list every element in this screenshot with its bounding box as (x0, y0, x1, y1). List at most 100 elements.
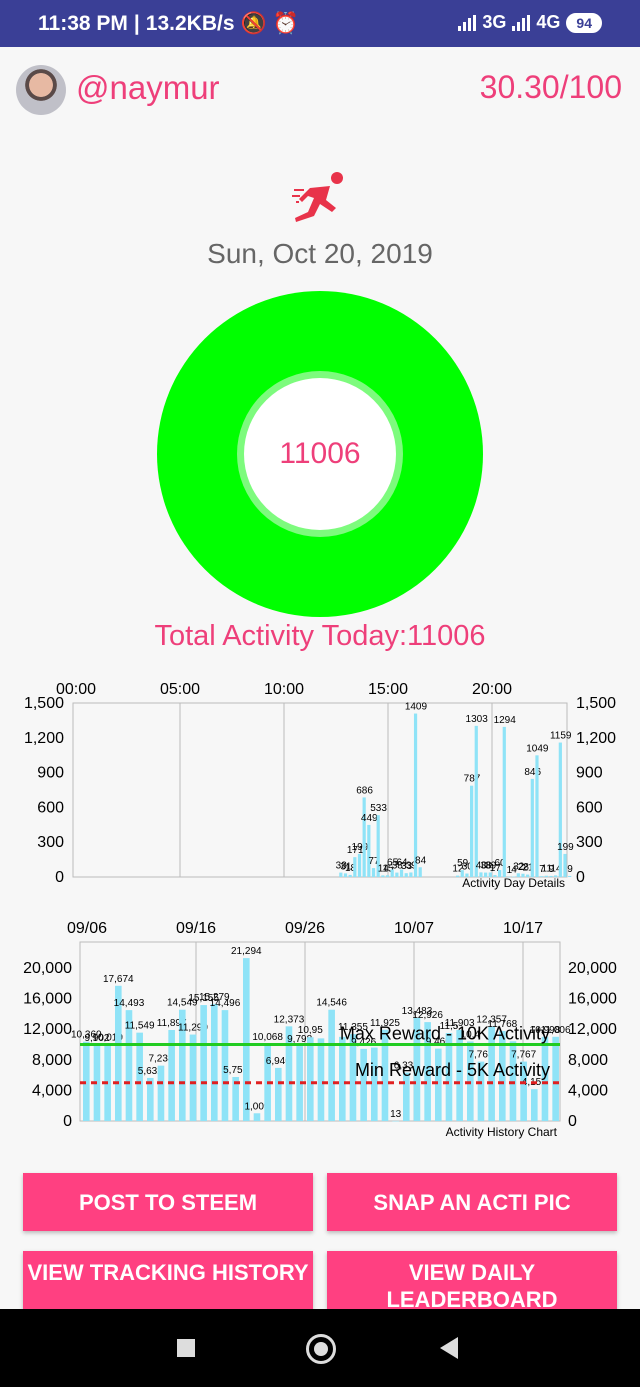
history-bar-label: 11,903 (445, 1018, 475, 1029)
post-to-steem-button[interactable]: POST TO STEEM (23, 1173, 313, 1231)
view-tracking-history-button[interactable]: VIEW TRACKING HISTORY (23, 1251, 313, 1311)
day-bar-label: 14 (551, 863, 563, 874)
history-bar (520, 1061, 527, 1121)
history-bar (424, 1022, 431, 1121)
view-daily-leaderboard-button[interactable]: VIEW DAILY LEADERBOARD (327, 1251, 617, 1311)
day-bar-label: 533 (370, 803, 387, 814)
history-bar (189, 1034, 197, 1121)
history-bar (307, 1037, 314, 1121)
day-bar-label: 9 (549, 864, 555, 875)
day-activity-chart: 00:00 05:00 10:00 15:00 20:00 1,500 1,500 1,200… (24, 681, 616, 890)
history-y-tick-left: 12,000 (23, 1021, 72, 1038)
history-bar (275, 1067, 282, 1121)
history-bar (285, 1026, 293, 1121)
history-bar-label: 10,998 (530, 1025, 561, 1036)
day-bar (549, 875, 553, 877)
day-bar-label: 1294 (494, 715, 517, 726)
history-bar-label: 14,493 (114, 998, 145, 1009)
day-bar (516, 873, 520, 877)
history-bar (221, 1010, 229, 1121)
day-bar-label: 39 (406, 860, 418, 871)
recents-icon[interactable] (177, 1339, 195, 1357)
day-bar (395, 872, 399, 877)
history-y-tick-left: 20,000 (23, 960, 72, 977)
history-bar (381, 1029, 389, 1121)
history-bar (232, 1077, 239, 1121)
history-bar-label: 10,068 (252, 1032, 283, 1043)
history-bar-label: 10,019 (92, 1032, 123, 1043)
history-bar (83, 1041, 90, 1121)
history-bar (179, 1009, 186, 1121)
day-bar-label: 32 (513, 861, 525, 872)
history-bar (509, 1041, 517, 1121)
history-bar-label: 14,496 (210, 998, 241, 1009)
total-activity-label: Total Activity Today:11006 (154, 620, 486, 652)
day-bar-label: 30 (462, 862, 474, 873)
day-bar-label: 38 (336, 861, 348, 872)
history-bar-label: 10,4 (461, 1029, 481, 1040)
history-bar-label: 10,360 (71, 1030, 102, 1041)
history-bar-label: 6,940 (266, 1056, 291, 1067)
day-bar (521, 873, 525, 877)
day-x-tick: 05:00 (160, 681, 200, 698)
home-icon[interactable] (306, 1334, 336, 1364)
history-bar (136, 1032, 143, 1121)
day-y-tick-left: 0 (55, 869, 64, 886)
history-bar (371, 1047, 378, 1121)
history-bar-label: 1,009 (244, 1101, 269, 1112)
avatar[interactable] (16, 65, 66, 115)
day-bar (413, 713, 418, 877)
history-bar (477, 1061, 485, 1121)
day-bar-label: 28 (518, 862, 530, 873)
history-bar-label: 13,483 (402, 1006, 433, 1017)
day-y-tick-right: 300 (576, 834, 603, 851)
history-bar-label: 11,549 (125, 1021, 155, 1032)
day-bar (488, 872, 492, 877)
day-bar-label: 7 (539, 864, 545, 875)
history-chart-caption: Activity History Chart (446, 1125, 558, 1139)
day-y-tick-right: 900 (576, 765, 603, 782)
history-bar-label: 13 (390, 1109, 402, 1120)
history-bar (541, 1036, 549, 1121)
day-bar-label: 17 (490, 863, 502, 874)
day-bar (502, 726, 506, 877)
day-bar (376, 815, 380, 877)
back-icon[interactable] (440, 1337, 458, 1359)
history-bar (253, 1113, 261, 1121)
day-bar-label: 77 (368, 856, 380, 867)
day-bar (469, 785, 474, 877)
history-x-tick: 09/06 (67, 920, 107, 937)
day-bar-label: 31 (340, 861, 352, 872)
history-bar (445, 1033, 453, 1121)
history-bar-label: 14,549 (167, 998, 198, 1009)
history-bar (125, 1010, 133, 1121)
day-bar-label: 15 (382, 863, 394, 874)
day-bar-label: 846 (524, 767, 541, 778)
day-bar (418, 867, 422, 877)
history-bar-label: 5,751 (223, 1065, 248, 1076)
day-bar (385, 875, 390, 877)
network-4g: 4G (536, 12, 561, 32)
history-y-tick-left: 4,000 (32, 1082, 72, 1099)
day-bar (540, 876, 544, 877)
day-bar-label: 1159 (550, 731, 572, 742)
username: @naymur (76, 69, 220, 106)
history-bar (328, 1009, 335, 1121)
snap-pic-button[interactable]: SNAP AN ACTI PIC (327, 1173, 617, 1231)
day-bar (371, 868, 376, 877)
day-bar-label: 59 (457, 858, 469, 869)
day-bar-label: 199 (352, 842, 369, 853)
day-bar-label: 1303 (466, 714, 489, 725)
history-x-tick: 10/17 (503, 920, 543, 937)
day-bar-label: 18 (345, 863, 357, 874)
history-y-tick-right: 20,000 (568, 960, 617, 977)
history-bar-label: 11,006 (541, 1025, 571, 1036)
history-bar (531, 1089, 538, 1121)
day-bar (558, 742, 562, 877)
day-bar (568, 875, 572, 877)
day-y-tick-left: 300 (37, 834, 64, 851)
status-right: 3G 4G 94 (458, 12, 602, 33)
history-y-tick-right: 12,000 (568, 1021, 617, 1038)
day-bar-label: 449 (361, 813, 378, 824)
history-bar-label: 11,897 (157, 1018, 187, 1029)
